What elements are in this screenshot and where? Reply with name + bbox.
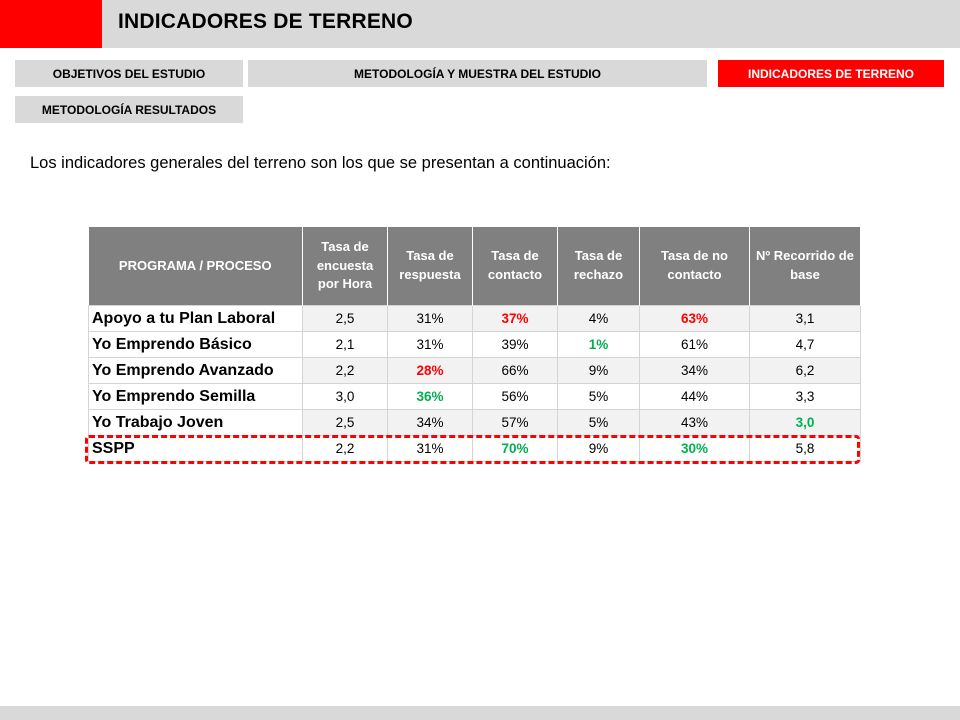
table-cell: 9% [557, 435, 640, 462]
nav-metodologia-resultados-button[interactable]: METODOLOGÍA RESULTADOS [15, 96, 243, 123]
program-name: Yo Emprendo Semilla [88, 383, 303, 410]
column-header: Nº Recorrido de base [749, 227, 861, 306]
table-cell: 37% [472, 305, 558, 332]
intro-text: Los indicadores generales del terreno so… [30, 154, 611, 172]
table-cell: 66% [472, 357, 558, 384]
program-name: Yo Emprendo Básico [88, 331, 303, 358]
nav-indicadores-button[interactable]: INDICADORES DE TERRENO [718, 60, 944, 87]
table-cell: 31% [387, 331, 473, 358]
table-cell: 2,1 [302, 331, 388, 358]
footer-bar [0, 706, 960, 720]
table-cell: 30% [639, 435, 750, 462]
table-cell: 44% [639, 383, 750, 410]
nav-objetivos-button[interactable]: OBJETIVOS DEL ESTUDIO [15, 60, 243, 87]
table-cell: 2,2 [302, 435, 388, 462]
program-name: Yo Trabajo Joven [88, 409, 303, 436]
column-header: Tasa de no contacto [639, 227, 750, 306]
table-cell: 63% [639, 305, 750, 332]
table-cell: 61% [639, 331, 750, 358]
program-name: SSPP [88, 435, 303, 462]
table-cell: 2,5 [302, 409, 388, 436]
column-header: Tasa de respuesta [387, 227, 473, 306]
table-cell: 34% [387, 409, 473, 436]
table-row: Yo Emprendo Básico 2,1 31% 39% 1% 61% 4,… [88, 331, 861, 358]
table-row: Yo Trabajo Joven 2,5 34% 57% 5% 43% 3,0 [88, 409, 861, 436]
table-row: Apoyo a tu Plan Laboral 2,5 31% 37% 4% 6… [88, 305, 861, 332]
table-cell: 3,3 [749, 383, 861, 410]
table-cell: 36% [387, 383, 473, 410]
table-cell: 3,0 [749, 409, 861, 436]
table-cell: 5% [557, 383, 640, 410]
table-cell: 2,5 [302, 305, 388, 332]
table-cell: 57% [472, 409, 558, 436]
table-cell: 1% [557, 331, 640, 358]
table-cell: 28% [387, 357, 473, 384]
indicators-table: PROGRAMA / PROCESO Tasa de encuesta por … [88, 227, 861, 462]
header-bar [0, 0, 960, 48]
table-cell: 6,2 [749, 357, 861, 384]
table-row: Yo Emprendo Avanzado 2,2 28% 66% 9% 34% … [88, 357, 861, 384]
table-cell: 3,0 [302, 383, 388, 410]
table-cell: 43% [639, 409, 750, 436]
table-cell: 34% [639, 357, 750, 384]
table-cell: 70% [472, 435, 558, 462]
table-row: SSPP 2,2 31% 70% 9% 30% 5,8 [88, 435, 861, 462]
column-header: Tasa de contacto [472, 227, 558, 306]
table-cell: 31% [387, 435, 473, 462]
header-red-block [0, 0, 102, 48]
table-cell: 5,8 [749, 435, 861, 462]
program-name: Apoyo a tu Plan Laboral [88, 305, 303, 332]
table-cell: 39% [472, 331, 558, 358]
table-cell: 31% [387, 305, 473, 332]
page-title: INDICADORES DE TERRENO [118, 10, 413, 33]
table-cell: 5% [557, 409, 640, 436]
table-header-row: PROGRAMA / PROCESO Tasa de encuesta por … [88, 227, 861, 306]
nav-metodologia-muestra-button[interactable]: METODOLOGÍA Y MUESTRA DEL ESTUDIO [248, 60, 707, 87]
column-header: Tasa de rechazo [557, 227, 640, 306]
table-cell: 9% [557, 357, 640, 384]
table-cell: 4,7 [749, 331, 861, 358]
table-cell: 56% [472, 383, 558, 410]
column-header: Tasa de encuesta por Hora [302, 227, 388, 306]
program-name: Yo Emprendo Avanzado [88, 357, 303, 384]
table-cell: 4% [557, 305, 640, 332]
table-cell: 2,2 [302, 357, 388, 384]
table-cell: 3,1 [749, 305, 861, 332]
table-row: Yo Emprendo Semilla 3,0 36% 56% 5% 44% 3… [88, 383, 861, 410]
column-header: PROGRAMA / PROCESO [88, 227, 303, 306]
